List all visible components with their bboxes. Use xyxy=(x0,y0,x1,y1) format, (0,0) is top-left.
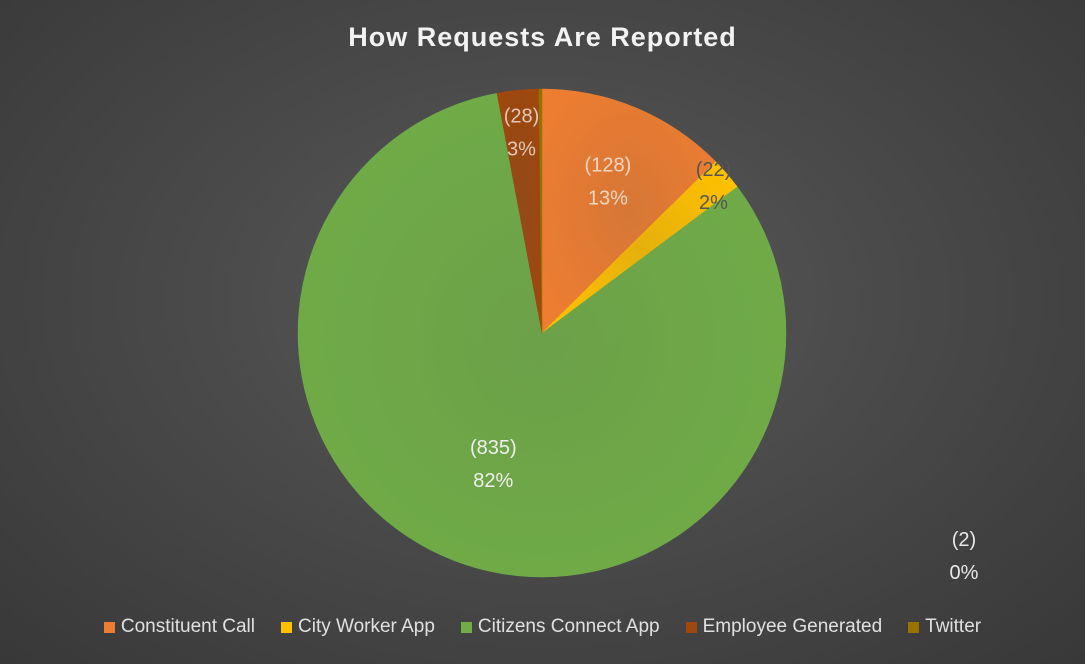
legend-swatch xyxy=(103,621,115,633)
chart-title: How Requests Are Reported xyxy=(348,22,737,52)
legend-swatch xyxy=(281,621,292,633)
data-label-percent: 2% xyxy=(699,192,728,214)
pie-slice-twitter xyxy=(538,88,543,334)
data-label-percent: 13% xyxy=(588,187,628,209)
legend-swatch xyxy=(685,621,697,633)
data-label-twitter: (2) 0% xyxy=(950,529,979,584)
data-label-count: (128) xyxy=(585,154,632,176)
data-label-percent: 0% xyxy=(950,562,979,584)
pie-slice-citizens-connect-app xyxy=(297,92,787,578)
legend-item-twitter: Twitter xyxy=(908,616,981,638)
legend-item-constituent-call: Constituent Call xyxy=(103,616,255,638)
legend-item-city-worker-app: City Worker App xyxy=(281,616,435,638)
data-label-employee-generated: (28) 3% xyxy=(504,106,540,161)
legend-item-employee-generated: Employee Generated xyxy=(685,616,883,638)
legend-label: City Worker App xyxy=(298,616,435,637)
data-label-count: (2) xyxy=(952,529,976,551)
legend: Constituent Call City Worker App Citizens … xyxy=(0,616,1085,638)
data-label-count: (835) xyxy=(470,437,517,459)
data-label-percent: 82% xyxy=(473,470,513,492)
legend-item-citizens-connect-app: Citizens Connect App xyxy=(460,616,660,638)
data-label-citizens-connect-app: (835) 82% xyxy=(470,437,517,492)
data-label-percent: 3% xyxy=(507,139,536,161)
data-label-city-worker-app: (22) 2% xyxy=(696,159,732,214)
pie-slice-constituent-call xyxy=(541,88,717,334)
legend-label: Citizens Connect App xyxy=(477,616,660,637)
data-label-count: (22) xyxy=(696,159,732,181)
legend-swatch xyxy=(460,621,472,633)
legend-swatch xyxy=(908,621,920,633)
legend-label: Constituent Call xyxy=(120,616,255,637)
data-label-constituent-call: (128) 13% xyxy=(585,154,632,209)
data-label-count: (28) xyxy=(504,106,540,128)
pie-chart: (128) 13% (22) 2% (835) 82% (28) 3% (2) 0% xyxy=(297,88,979,584)
legend-label: Employee Generated xyxy=(702,616,883,637)
legend-label: Twitter xyxy=(925,616,982,637)
